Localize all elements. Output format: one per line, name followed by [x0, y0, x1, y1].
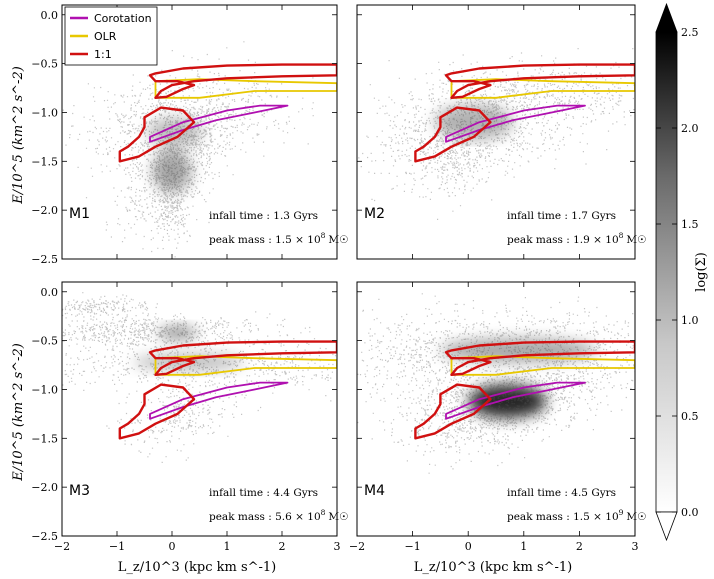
density-scatter: [62, 41, 337, 258]
colorbar-tick-label: 1.0: [681, 314, 699, 327]
y-tick-label: −2.0: [31, 481, 58, 494]
colorbar-tick-label: 2.0: [681, 122, 699, 135]
one-to-one-contour-upper: [444, 63, 635, 100]
legend: Corotation OLR 1:1: [64, 6, 158, 66]
corotation-contour: [149, 104, 289, 143]
colorbar-extend-bottom: [655, 511, 678, 542]
x-tick-label: −1: [109, 540, 125, 553]
panel-m4: −2 −1 0 1 2 3 M4 infall time : 4.5 Gyrs peak mas…: [349, 281, 647, 553]
colorbar-extend-top: [655, 2, 678, 33]
one-to-one-contour-lower: [414, 106, 492, 163]
panel-name: M4: [364, 483, 385, 499]
one-to-one-contour-lower: [118, 106, 196, 163]
density-scatter: [62, 292, 337, 463]
panel-name: M3: [69, 483, 90, 499]
x-tick-label: 2: [576, 540, 583, 553]
x-tick-label: 0: [169, 540, 176, 553]
y-tick-label: −2.5: [31, 530, 58, 543]
y-tick-label: 0.0: [41, 286, 59, 299]
colorbar: 0.0 0.5 1.0 1.5 2.0 2.5 log(Σ): [655, 2, 709, 542]
one-to-one-contour-upper: [148, 340, 337, 376]
legend-label-olr: OLR: [94, 30, 117, 43]
one-to-one-contour-lower: [414, 383, 492, 440]
peak-mass-annotation: peak mass : 1.5 × 108 M☉: [209, 231, 349, 246]
x-axis-label-left: L_z/10^3 (kpc km s^-1): [118, 560, 277, 575]
infall-time-annotation: infall time : 4.5 Gyrs: [507, 487, 616, 499]
x-tick-label: 2: [279, 540, 286, 553]
one-to-one-contour-upper: [444, 340, 635, 376]
legend-label-1to1: 1:1: [94, 48, 112, 61]
y-tick-label: −1.0: [31, 383, 58, 396]
x-tick-label: 3: [334, 540, 341, 553]
y-tick-label: −1.0: [31, 106, 58, 119]
infall-time-annotation: infall time : 1.3 Gyrs: [209, 210, 318, 222]
x-axis-label-right: L_z/10^3 (kpc km s^-1): [414, 560, 573, 575]
infall-time-annotation: infall time : 4.4 Gyrs: [209, 487, 318, 499]
density-scatter: [357, 293, 635, 474]
one-to-one-contour-upper: [148, 63, 337, 100]
x-tick-label: −2: [349, 540, 365, 553]
panel-frame: [356, 281, 636, 537]
panel-m3: −2 −1 0 1 2 3 0.0 −0.5 −1.0 −1.5 −2.0 −2.5 M3 infall …: [31, 281, 349, 553]
density-scatter: [357, 48, 635, 220]
colorbar-label: log(Σ): [694, 252, 709, 292]
x-tick-label: −1: [404, 540, 420, 553]
y-axis-label-bottom: E/10^5 (km^2 s^-2): [11, 343, 26, 482]
y-tick-label: −0.5: [31, 335, 58, 348]
y-tick-label: −2.0: [31, 204, 58, 217]
legend-label-corotation: Corotation: [94, 12, 152, 25]
panel-frame: [356, 4, 636, 260]
y-axis-label-top: E/10^5 (km^2 s^-2): [11, 66, 26, 205]
panel-name: M2: [364, 206, 385, 222]
colorbar-gradient: [655, 31, 678, 513]
y-tick-label: −1.5: [31, 155, 58, 168]
x-tick-label: 1: [224, 540, 231, 553]
y-tick-label: −0.5: [31, 58, 58, 71]
colorbar-tick-label: 0.0: [681, 506, 699, 519]
x-tick-label: −2: [54, 540, 70, 553]
colorbar-tick-label: 1.5: [681, 218, 699, 231]
corotation-contour: [445, 104, 586, 143]
corotation-contour: [445, 381, 586, 420]
y-tick-label: −2.5: [31, 253, 58, 266]
x-tick-label: 1: [520, 540, 527, 553]
x-tick-label: 3: [632, 540, 639, 553]
x-tick-label: 0: [465, 540, 472, 553]
panel-m1: 0.0 −0.5 −1.0 −1.5 −2.0 −2.5 M1 infall time : 1…: [31, 4, 349, 266]
peak-mass-annotation: peak mass : 5.6 × 108 M☉: [209, 508, 349, 523]
y-tick-label: 0.0: [41, 9, 59, 22]
panel-frame: [61, 4, 338, 260]
y-tick-label: −1.5: [31, 432, 58, 445]
peak-mass-annotation: peak mass : 1.9 × 108 M☉: [507, 231, 647, 246]
panel-frame: [61, 281, 338, 537]
colorbar-tick-label: 2.5: [681, 26, 699, 39]
infall-time-annotation: infall time : 1.7 Gyrs: [507, 210, 616, 222]
colorbar-tick-label: 0.5: [681, 410, 699, 423]
peak-mass-annotation: peak mass : 1.5 × 109 M☉: [507, 508, 647, 523]
panel-name: M1: [69, 206, 90, 222]
panel-m2: M2 infall time : 1.7 Gyrs peak mass : 1.9 …: [356, 4, 647, 260]
one-to-one-contour-lower: [118, 383, 196, 440]
corotation-contour: [149, 381, 289, 420]
